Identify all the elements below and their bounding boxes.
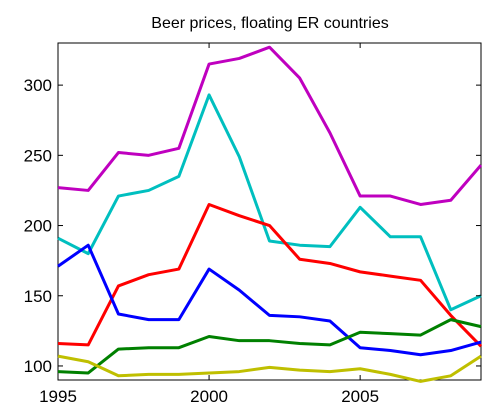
x-tick-label: 2005 <box>341 387 379 406</box>
y-tick-label: 250 <box>24 146 52 165</box>
x-tick-label: 1995 <box>39 387 77 406</box>
line-series <box>57 354 482 383</box>
chart-title: Beer prices, floating ER countries <box>151 15 388 32</box>
line-series <box>57 93 482 312</box>
line-series <box>57 45 482 206</box>
x-tick-label: 2000 <box>190 387 228 406</box>
y-tick-label: 200 <box>24 217 52 236</box>
y-tick-label: 300 <box>24 76 52 95</box>
line-series <box>57 318 482 375</box>
line-series <box>57 243 482 357</box>
axes-box <box>57 42 482 381</box>
line-series <box>57 202 482 348</box>
y-tick-label: 150 <box>24 287 52 306</box>
y-tick-label: 100 <box>24 357 52 376</box>
